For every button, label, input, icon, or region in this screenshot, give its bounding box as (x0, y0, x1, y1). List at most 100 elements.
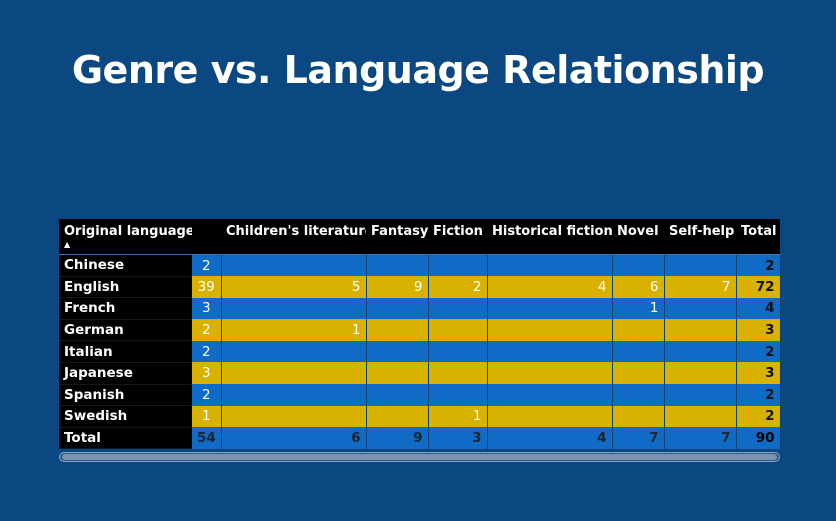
row-total-cell: 2 (736, 384, 781, 406)
value-cell (221, 297, 367, 320)
row-label: German (59, 319, 192, 342)
value-cell: 2 (192, 254, 222, 277)
row-total-cell: 3 (736, 319, 781, 341)
column-header-fiction[interactable]: Fiction (428, 219, 487, 255)
value-cell: 4 (487, 276, 613, 298)
column-header-childrens-literature[interactable]: Children's literature (221, 219, 366, 255)
value-cell (664, 297, 737, 320)
header-row: Original language ▲ Children's literatur… (59, 219, 780, 255)
value-cell (664, 254, 737, 277)
row-total-cell: 90 (736, 427, 781, 449)
value-cell (664, 319, 737, 341)
column-header-blank[interactable] (192, 219, 221, 255)
table-row[interactable]: Spanish 2 2 (59, 384, 781, 407)
value-cell: 7 (664, 427, 737, 449)
value-cell: 3 (192, 362, 222, 385)
row-label: Spanish (59, 384, 192, 407)
matrix-table: Original language ▲ Children's literatur… (59, 219, 781, 450)
row-label: Chinese (59, 254, 192, 277)
value-cell (221, 340, 367, 363)
value-cell (428, 254, 488, 277)
value-cell: 9 (366, 276, 429, 298)
value-cell (221, 405, 367, 428)
value-cell (366, 384, 429, 406)
column-header-original-language[interactable]: Original language ▲ (59, 219, 192, 255)
table-row[interactable]: Italian 2 2 (59, 340, 781, 363)
column-header-total[interactable]: Total (736, 219, 780, 255)
totals-label: Total (59, 427, 192, 450)
row-label: Swedish (59, 405, 192, 428)
row-total-cell: 72 (736, 276, 781, 298)
table-row[interactable]: Swedish 1 1 2 (59, 405, 781, 428)
value-cell: 4 (487, 427, 613, 449)
row-total-cell: 2 (736, 254, 781, 277)
value-cell: 3 (428, 427, 488, 449)
column-header-novel[interactable]: Novel (612, 219, 664, 255)
table-row[interactable]: Japanese 3 3 (59, 362, 781, 385)
value-cell (487, 405, 613, 428)
table-row[interactable]: Chinese 2 2 (59, 254, 781, 277)
value-cell: 3 (192, 297, 222, 320)
value-cell: 9 (366, 427, 429, 449)
value-cell (612, 319, 665, 341)
scrollbar-thumb[interactable] (62, 454, 777, 460)
value-cell: 2 (428, 276, 488, 298)
value-cell (221, 254, 367, 277)
value-cell (664, 405, 737, 428)
value-cell (428, 297, 488, 320)
value-cell (664, 340, 737, 363)
value-cell (664, 362, 737, 385)
value-cell (487, 384, 613, 406)
value-cell (366, 405, 429, 428)
table-row[interactable]: English 39 5 9 2 4 6 7 72 (59, 276, 781, 299)
value-cell (612, 384, 665, 406)
value-cell: 6 (221, 427, 367, 449)
value-cell (428, 319, 488, 341)
value-cell (487, 297, 613, 320)
value-cell (612, 362, 665, 385)
table-row[interactable]: German 2 1 3 (59, 319, 781, 342)
value-cell: 2 (192, 340, 222, 363)
page-title: Genre vs. Language Relationship (71, 48, 765, 92)
value-cell (487, 254, 613, 277)
value-cell: 1 (612, 297, 665, 320)
sort-ascending-icon[interactable]: ▲ (64, 240, 71, 249)
value-cell (366, 254, 429, 277)
value-cell (612, 254, 665, 277)
value-cell: 1 (428, 405, 488, 428)
column-header-self-help[interactable]: Self-help (664, 219, 736, 255)
value-cell (221, 362, 367, 385)
column-header-label: Original language (64, 224, 192, 239)
value-cell (428, 362, 488, 385)
value-cell (366, 319, 429, 341)
row-label: French (59, 297, 192, 320)
value-cell: 7 (664, 276, 737, 298)
value-cell: 5 (221, 276, 367, 298)
table-row[interactable]: French 3 1 4 (59, 297, 781, 320)
value-cell (366, 297, 429, 320)
row-label: Italian (59, 340, 192, 363)
value-cell (428, 340, 488, 363)
value-cell (366, 362, 429, 385)
value-cell (221, 384, 367, 406)
value-cell (487, 340, 613, 363)
value-cell: 2 (192, 319, 222, 341)
column-header-historical-fiction[interactable]: Historical fiction (487, 219, 612, 255)
value-cell: 39 (192, 276, 222, 298)
value-cell (428, 384, 488, 406)
column-header-fantasy[interactable]: Fantasy (366, 219, 428, 255)
totals-row[interactable]: Total 54 6 9 3 4 7 7 90 (59, 427, 781, 450)
value-cell (612, 340, 665, 363)
value-cell: 2 (192, 384, 222, 406)
horizontal-scrollbar[interactable] (59, 452, 780, 462)
value-cell (612, 405, 665, 428)
row-total-cell: 2 (736, 340, 781, 363)
value-cell: 1 (192, 405, 222, 428)
value-cell: 1 (221, 319, 367, 341)
row-total-cell: 4 (736, 297, 781, 320)
row-total-cell: 3 (736, 362, 781, 385)
value-cell (366, 340, 429, 363)
value-cell: 54 (192, 427, 222, 449)
row-label: Japanese (59, 362, 192, 385)
value-cell: 6 (612, 276, 665, 298)
